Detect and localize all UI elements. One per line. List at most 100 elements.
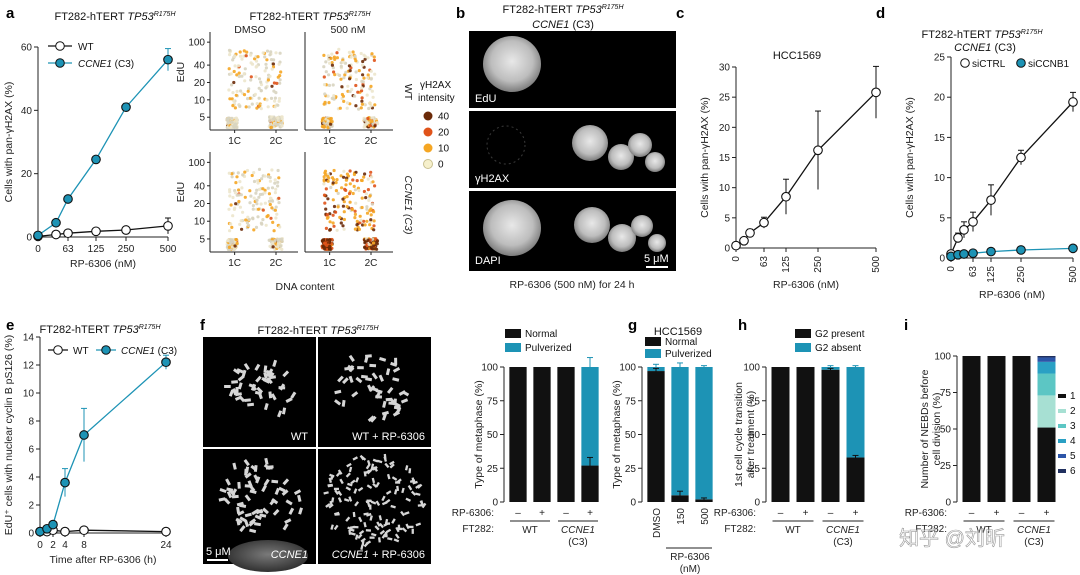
scatter-point	[340, 186, 344, 190]
scatter-point	[373, 124, 377, 128]
scatter-point	[338, 106, 342, 110]
scatter-point	[239, 193, 243, 197]
scatter-point	[343, 73, 347, 77]
chromosome	[363, 521, 367, 528]
chromosome	[236, 506, 241, 514]
y-tick-label: 50	[487, 430, 499, 441]
chart-f2: 0 25 50 75 100 – + – + RP-6306: FT282: WT CCNE1(C3) T…	[452, 357, 599, 548]
scatter-point	[372, 210, 376, 214]
scatter-point	[239, 89, 243, 93]
scatter-point	[322, 182, 326, 186]
y-tick-label: 0	[754, 498, 760, 509]
scatter-point	[230, 116, 234, 120]
scatter-point	[246, 215, 250, 219]
legend-swatch	[1058, 409, 1066, 413]
chromosome	[390, 504, 396, 509]
scatter-point	[345, 106, 349, 110]
scatter-point	[235, 89, 239, 93]
chromosome	[228, 489, 236, 497]
nucleus	[486, 125, 526, 165]
scatter-point	[360, 89, 364, 93]
scatter-point	[327, 83, 332, 87]
chromosome	[348, 529, 352, 535]
bar-segment-g2-present	[771, 367, 790, 502]
legend-marker	[55, 41, 65, 51]
scatter-point	[276, 184, 280, 188]
chromosome	[394, 357, 398, 365]
rp6306-sign: –	[969, 508, 975, 519]
data-point	[1016, 152, 1026, 163]
scatter-point	[277, 196, 281, 200]
chromosome	[378, 515, 382, 521]
panel-e-title: FT282-hTERT TP53R175H	[39, 324, 161, 336]
scatter-point	[268, 202, 272, 207]
scatter-point	[354, 77, 358, 82]
data-point	[1068, 243, 1078, 254]
data-point	[121, 102, 131, 113]
x-tick-label: 1C	[323, 258, 336, 269]
y-tick-label: 100	[188, 158, 205, 169]
legend-marker	[423, 159, 433, 169]
nucleus	[645, 152, 665, 172]
scatter-point	[335, 228, 339, 232]
scatter-point	[271, 245, 275, 249]
chromosome	[247, 480, 253, 488]
scatter-point	[366, 238, 370, 242]
y-tick-label: 25	[940, 461, 952, 472]
chromosome	[366, 499, 372, 503]
x-tick-label: 4	[62, 540, 68, 551]
scatter-point	[347, 192, 352, 196]
legend-swatch	[645, 349, 661, 358]
scatter-point	[243, 67, 247, 71]
scatter-point	[337, 47, 341, 52]
chromosome	[348, 496, 353, 502]
scatter-point	[347, 64, 351, 68]
chromosome	[405, 523, 410, 530]
chromosome	[396, 485, 400, 492]
scatter-point	[273, 105, 277, 109]
scatter-point	[330, 61, 334, 65]
y-tick-label: 50	[625, 430, 637, 441]
legend-marker	[423, 127, 433, 137]
scatter-point	[360, 99, 364, 103]
scatter-point	[357, 188, 361, 193]
y-tick-label: 6	[28, 445, 34, 456]
chromosome	[244, 398, 251, 402]
scatter-point	[351, 50, 355, 54]
scatter-point	[229, 125, 233, 129]
chromosome	[366, 484, 373, 489]
y-tick-label: 20	[934, 93, 946, 104]
scatter-point	[259, 83, 264, 87]
chromosome	[225, 478, 231, 486]
scatter-point	[322, 193, 327, 197]
scatter-point	[235, 175, 239, 179]
scatter-point	[332, 178, 336, 182]
scatter-point	[326, 197, 330, 201]
scatter-point	[266, 175, 270, 179]
scatter-point	[361, 59, 365, 64]
scatter-point	[278, 225, 282, 229]
legend-marker	[1016, 58, 1026, 68]
scatter-point	[254, 225, 259, 229]
scatter-point	[255, 64, 259, 68]
scatter-point	[341, 94, 345, 98]
scatter-point	[353, 212, 357, 216]
scatter-point	[357, 69, 361, 73]
chromosome	[365, 540, 372, 545]
legend-label: 5	[1070, 451, 1076, 462]
scatter-point	[366, 116, 370, 121]
chromosome	[360, 537, 366, 543]
scatter-point	[344, 183, 348, 187]
scatter-point	[265, 49, 270, 53]
chromosome	[341, 399, 346, 407]
scatter-point	[240, 186, 244, 190]
scatter-point	[275, 123, 280, 127]
chromosome	[371, 532, 377, 537]
scatter-point	[231, 214, 235, 218]
chromosome	[415, 522, 422, 527]
y-tick-label: 30	[719, 63, 731, 74]
y-tick-label: 5	[199, 234, 205, 245]
scatter-point	[270, 168, 274, 172]
chromosome	[272, 508, 280, 516]
